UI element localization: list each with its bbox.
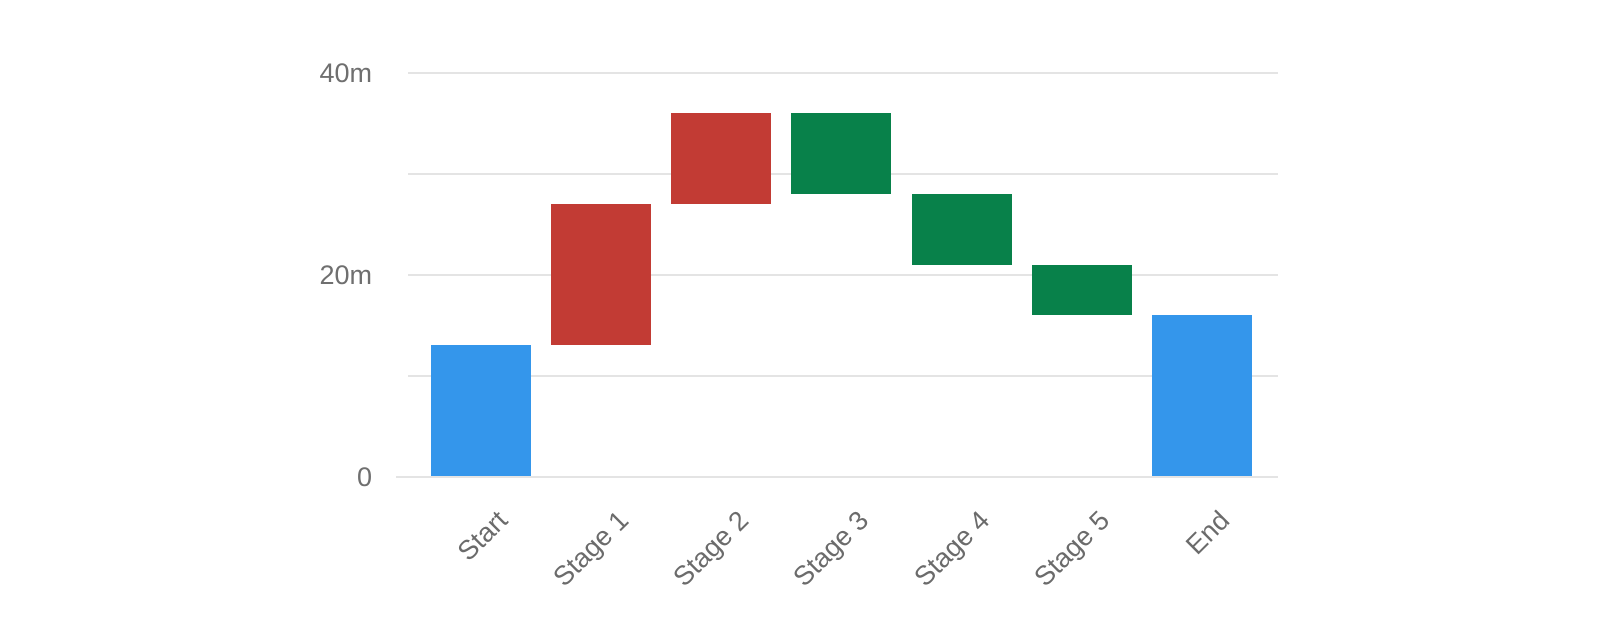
x-axis-label-stage-1: Stage 1 (546, 505, 635, 593)
x-axis-label-end: End (1180, 505, 1236, 561)
bar-stage-4[interactable] (911, 193, 1012, 265)
bar-start[interactable] (430, 345, 531, 477)
x-axis-label-stage-3: Stage 3 (787, 505, 875, 593)
x-axis-baseline (396, 475, 1278, 478)
y-tick-label-20m: 20m (319, 259, 372, 290)
y-tick-label-40m: 40m (319, 57, 372, 88)
gridline-10m (408, 374, 1278, 377)
bar-end[interactable] (1152, 315, 1253, 477)
y-tick-label-0: 0 (356, 461, 372, 492)
bar-stage-5[interactable] (1032, 264, 1132, 316)
bar-stage-1[interactable] (550, 204, 651, 346)
x-axis-label-stage-2: Stage 2 (667, 505, 755, 593)
bar-stage-3[interactable] (791, 113, 892, 194)
gridline-20m (408, 273, 1278, 276)
x-axis-label-stage-5: Stage 5 (1028, 505, 1116, 593)
x-axis-label-stage-4: Stage 4 (907, 505, 995, 593)
bar-stage-2[interactable] (671, 113, 772, 205)
gridline-40m (408, 71, 1278, 74)
x-axis-label-start: Start (452, 505, 514, 567)
